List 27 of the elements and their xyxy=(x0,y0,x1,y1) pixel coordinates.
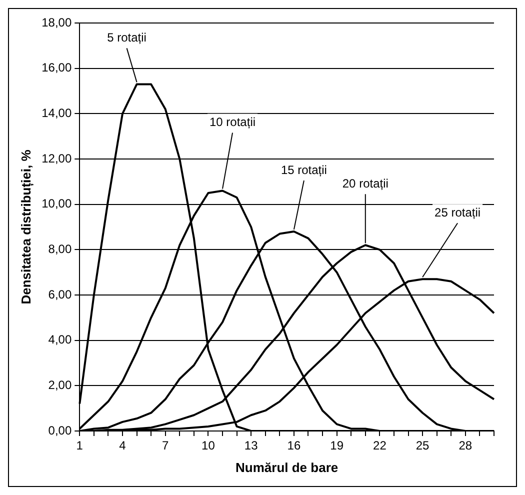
x-tick-label: 19 xyxy=(330,438,344,453)
text: 10 rotații xyxy=(210,115,256,130)
y-tick-label: 0,00 xyxy=(48,423,72,438)
y-tick-label: 6,00 xyxy=(48,287,72,302)
x-tick-label: 1 xyxy=(76,438,84,453)
x-axis-title: Numărul de bare xyxy=(236,460,338,475)
x-tick-label: 7 xyxy=(162,438,170,453)
text: 25 rotații xyxy=(434,205,481,220)
x-tick-label: 4 xyxy=(119,438,126,453)
y-axis-title: Densitatea distribuției, % xyxy=(18,149,34,304)
y-tick-label: 18,00 xyxy=(42,15,72,30)
x-tick-label: 10 xyxy=(202,438,216,453)
y-tick-label: 2,00 xyxy=(48,378,72,392)
y-tick-label: 16,00 xyxy=(42,60,72,75)
x-tick-label: 25 xyxy=(416,438,430,453)
y-tick-label: 8,00 xyxy=(48,242,72,256)
text: 5 rotații xyxy=(107,30,146,45)
x-tick-label: 13 xyxy=(244,438,258,453)
y-tick-label: 4,00 xyxy=(48,332,72,347)
y-tick-label: 12,00 xyxy=(42,151,72,166)
text: 15 rotații xyxy=(280,162,327,177)
y-tick-label: 14,00 xyxy=(42,106,72,120)
x-tick-label: 16 xyxy=(287,438,301,453)
text: 20 rotații xyxy=(342,176,388,190)
y-tick-label: 10,00 xyxy=(42,196,72,211)
x-tick-label: 22 xyxy=(373,438,387,453)
x-tick-label: 28 xyxy=(458,438,472,453)
